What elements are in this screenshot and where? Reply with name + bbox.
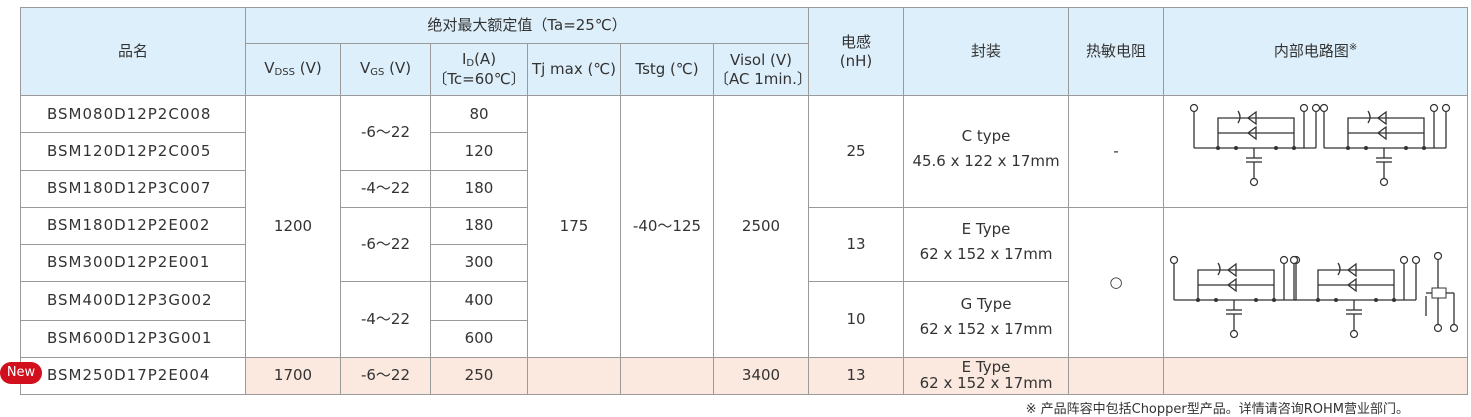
header-cell: 电感 (nH) xyxy=(808,7,905,96)
cell: 10 xyxy=(808,280,905,358)
cell: 180 xyxy=(430,206,528,245)
cell: BSM400D12P3G002 xyxy=(20,280,246,321)
header-cell: Tj max (℃) xyxy=(527,43,621,96)
cell: 25 xyxy=(808,95,905,208)
cell: E Type 62 x 152 x 17mm xyxy=(903,206,1070,282)
cell: -4～22 xyxy=(340,169,431,208)
header-text: (nH) xyxy=(839,51,873,70)
header-cell: ID(A) 〔Tc=60℃〕 xyxy=(430,43,528,96)
header-text: 内部电路图 xyxy=(1273,42,1349,61)
product-table: 品名 绝对最大额定值（Ta=25℃） 电感 (nH) 封装 热敏电阻 内部电路图※… xyxy=(20,7,1469,395)
header-cell: VDSS (V) xyxy=(245,43,341,96)
cell: 600 xyxy=(430,319,528,358)
cell xyxy=(1163,356,1469,395)
header-cell: 热敏电阻 xyxy=(1068,7,1165,96)
cell: C type 45.6 x 122 x 17mm xyxy=(903,95,1070,208)
package-type: C type xyxy=(961,127,1011,145)
header-cell: 内部电路图※ xyxy=(1163,7,1469,96)
header-text: Visol (V) xyxy=(730,50,793,69)
cell xyxy=(1068,356,1165,395)
cell: 120 xyxy=(430,132,528,171)
header-text: 〔AC 1min.〕 xyxy=(714,69,812,88)
cell: ○ xyxy=(1068,206,1165,358)
cell: 80 xyxy=(430,94,528,134)
cell: 400 xyxy=(430,280,528,321)
circuit-diagram xyxy=(1169,251,1458,338)
header-cell: 品名 xyxy=(20,7,246,96)
cell: -6～22 xyxy=(340,356,431,395)
cell: 300 xyxy=(430,243,528,282)
header-sub: D xyxy=(466,57,475,69)
header-sub: DSS xyxy=(274,67,295,79)
header-text: (A) xyxy=(474,49,497,68)
cell: BSM300D12P2E001 xyxy=(20,243,246,282)
cell: BSM080D12P2C008 xyxy=(20,94,246,134)
cell: 13 xyxy=(808,206,905,282)
cell: G Type 62 x 152 x 17mm xyxy=(903,280,1070,358)
package-type: E Type xyxy=(961,219,1011,238)
circuit-cell xyxy=(1163,95,1469,208)
cell: BSM250D17P2E004 xyxy=(20,356,246,395)
cell: 180 xyxy=(430,169,528,208)
new-badge: New xyxy=(0,362,42,384)
circuit-cell xyxy=(1163,206,1469,358)
header-text: I xyxy=(461,49,467,68)
header-text: (V) xyxy=(299,59,322,78)
package-size: 45.6 x 122 x 17mm xyxy=(912,151,1060,170)
cell: 1200 xyxy=(245,95,341,358)
cell: BSM180D12P2E002 xyxy=(20,206,246,245)
cell: -6～22 xyxy=(340,95,431,171)
cell: BSM180D12P3C007 xyxy=(20,169,246,208)
package-size: 62 x 152 x 17mm xyxy=(919,373,1053,392)
header-text: (V) xyxy=(389,59,412,78)
cell: - xyxy=(1068,95,1165,208)
cell xyxy=(620,356,714,395)
cell: 2500 xyxy=(712,95,810,358)
package-size: 62 x 152 x 17mm xyxy=(919,319,1053,338)
cell: BSM120D12P2C005 xyxy=(20,132,246,171)
header-cell: VGS (V) xyxy=(340,43,431,96)
header-cell: 封装 xyxy=(903,7,1070,96)
circuit-diagram xyxy=(1189,103,1450,187)
cell: E Type 62 x 152 x 17mm xyxy=(903,356,1070,395)
header-text: V xyxy=(264,59,275,78)
cell: -4～22 xyxy=(340,280,431,358)
cell xyxy=(527,356,621,395)
header-cell: Tstg (℃) xyxy=(620,43,714,96)
header-cell: Visol (V) 〔AC 1min.〕 xyxy=(712,43,812,96)
package-type: E Type xyxy=(961,357,1011,376)
header-cell: 绝对最大额定值（Ta=25℃） xyxy=(244,7,810,44)
cell: 250 xyxy=(430,356,528,395)
cell: 3400 xyxy=(712,356,810,395)
cell: 175 xyxy=(527,95,621,358)
header-text: 电感 xyxy=(841,32,872,51)
package-size: 62 x 152 x 17mm xyxy=(919,244,1053,263)
header-mark: ※ xyxy=(1348,42,1358,54)
package-type: G Type xyxy=(960,294,1012,313)
header-text: 〔Tc=60℃〕 xyxy=(432,70,526,89)
footnote: ※ 产品阵容中包括Chopper型产品。详情请咨询ROHM营业部门。 xyxy=(1025,402,1409,417)
header-text: V xyxy=(359,59,371,78)
header-sub: GS xyxy=(370,67,385,79)
cell: 1700 xyxy=(245,356,341,395)
cell: BSM600D12P3G001 xyxy=(20,319,246,358)
cell: 13 xyxy=(808,356,905,395)
cell: -6～22 xyxy=(340,206,431,282)
cell: -40～125 xyxy=(620,95,714,358)
